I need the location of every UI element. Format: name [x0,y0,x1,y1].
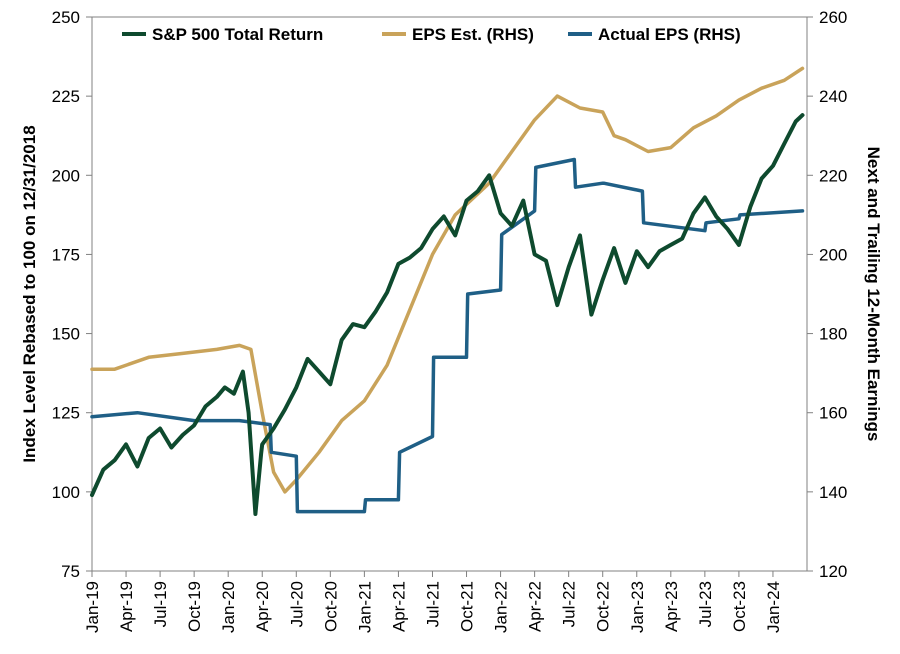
left-y-tick-label: 225 [52,87,80,106]
right-y-tick-label: 140 [819,483,847,502]
legend: S&P 500 Total Return EPS Est. (RHS) Actual… [122,25,741,44]
left-y-tick-label: 75 [61,562,80,581]
x-tick-label: Oct-21 [458,581,477,632]
x-tick-label: Jan-21 [355,581,374,633]
right-y-tick-label: 160 [819,404,847,423]
series-line-sp500 [90,113,805,516]
x-axis: Jan-19 Apr-19 Jul-19 Oct-19 Jan-20 Apr-20 Jul-… [83,571,783,633]
left-y-tick-label: 100 [52,483,80,502]
x-tick-label: Apr-21 [389,581,408,632]
legend-label: Actual EPS (RHS) [598,25,741,44]
x-tick-label: Jul-23 [696,581,715,627]
x-tick-label: Oct-19 [185,581,204,632]
x-tick-label: Jul-21 [423,581,442,627]
right-y-tick-label: 240 [819,87,847,106]
left-y-tick-label: 175 [52,245,80,264]
x-tick-label: Jan-23 [628,581,647,633]
legend-label: S&P 500 Total Return [152,25,323,44]
left-y-axis: 75 100 125 150 175 200 225 250 [52,8,92,581]
right-y-tick-label: 180 [819,325,847,344]
series-line-actual-eps [90,157,805,514]
x-tick-label: Jan-24 [764,581,783,633]
x-tick-label: Jan-20 [219,581,238,633]
legend-label: EPS Est. (RHS) [412,25,534,44]
x-tick-label: Jan-22 [492,581,511,633]
right-y-tick-label: 120 [819,562,847,581]
right-y-tick-label: 260 [819,8,847,27]
x-tick-label: Jul-19 [151,581,170,627]
left-y-tick-label: 150 [52,325,80,344]
series-lines [90,66,805,516]
left-y-tick-label: 250 [52,8,80,27]
series-line-eps-est [90,66,805,494]
right-y-axis: 120 140 160 180 200 220 240 260 [807,8,847,581]
x-tick-label: Apr-19 [117,581,136,632]
x-tick-label: Jul-22 [560,581,579,627]
x-tick-label: Apr-20 [253,581,272,632]
left-axis-title: Index Level Rebased to 100 on 12/31/2018 [20,125,39,462]
x-tick-label: Apr-22 [526,581,545,632]
x-tick-label: Oct-20 [321,581,340,632]
right-axis-title: Next and Trailing 12-Month Earnings [864,147,883,442]
right-y-tick-label: 220 [819,166,847,185]
right-y-tick-label: 200 [819,245,847,264]
left-y-tick-label: 200 [52,166,80,185]
x-tick-label: Jan-19 [83,581,102,633]
x-tick-label: Oct-22 [594,581,613,632]
x-tick-label: Apr-23 [662,581,681,632]
left-y-tick-label: 125 [52,404,80,423]
x-tick-label: Oct-23 [730,581,749,632]
x-tick-label: Jul-20 [287,581,306,627]
plot-frame [91,16,808,572]
